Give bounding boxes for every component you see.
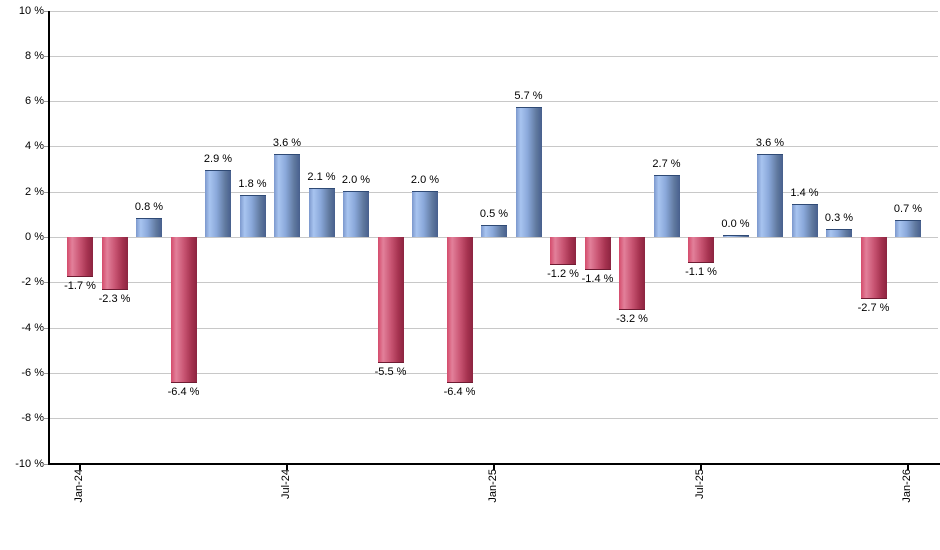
y-axis-tick xyxy=(43,237,48,238)
gridline xyxy=(50,328,938,329)
bar-value-label: 2.0 % xyxy=(410,174,440,186)
bar xyxy=(792,204,818,237)
y-axis-tick-label: -8 % xyxy=(21,412,44,424)
x-axis-tick-label: Jan-26 xyxy=(901,469,913,503)
bar xyxy=(67,237,93,277)
bar xyxy=(585,237,611,270)
bar-value-label: 0.8 % xyxy=(134,201,164,213)
bar-value-label: 1.8 % xyxy=(238,178,267,190)
bar xyxy=(619,237,645,310)
bar-value-label: 1.4 % xyxy=(790,187,819,199)
bar xyxy=(447,237,473,383)
bar xyxy=(171,237,197,383)
y-axis-tick-label: 10 % xyxy=(18,5,44,17)
y-axis-tick-label: -2 % xyxy=(21,276,44,288)
bar xyxy=(895,220,921,237)
gridline xyxy=(50,11,938,12)
bar-value-label: -2.7 % xyxy=(857,302,890,314)
x-axis-tick-label: Jan-25 xyxy=(487,469,499,503)
y-axis-tick-label: 6 % xyxy=(25,95,44,107)
x-axis-tick-label: Jul-24 xyxy=(280,469,292,499)
x-axis-tick-label: Jan-24 xyxy=(73,469,85,503)
y-axis-tick xyxy=(43,11,48,12)
y-axis-tick xyxy=(43,282,48,283)
bar xyxy=(205,170,231,237)
y-axis-tick-label: 4 % xyxy=(25,140,44,152)
y-axis-tick xyxy=(43,328,48,329)
y-axis-tick-label: -6 % xyxy=(21,367,44,379)
bar-value-label: -2.3 % xyxy=(98,293,131,305)
bar-value-label: -6.4 % xyxy=(443,386,476,398)
bar xyxy=(274,154,300,237)
bar-value-label: -1.1 % xyxy=(685,266,717,278)
bar-value-label: 2.9 % xyxy=(203,153,233,165)
y-axis-tick xyxy=(43,464,48,465)
gridline xyxy=(50,373,938,374)
gridline xyxy=(50,282,938,283)
bar xyxy=(412,191,438,237)
bar-value-label: -3.2 % xyxy=(616,313,648,325)
gridline xyxy=(50,146,938,147)
bar xyxy=(481,225,507,237)
bar-value-label: -6.4 % xyxy=(167,386,200,398)
bar-value-label: 3.6 % xyxy=(272,137,302,149)
gridline xyxy=(50,237,938,238)
bar xyxy=(550,237,576,265)
y-axis-tick xyxy=(43,101,48,102)
y-axis-tick-label: 0 % xyxy=(25,231,44,243)
bar-value-label: 2.0 % xyxy=(341,174,371,186)
bar xyxy=(309,188,335,237)
x-axis-tick xyxy=(700,463,702,470)
gridline xyxy=(50,418,938,419)
bar xyxy=(723,235,749,237)
x-axis-tick-label: Jul-25 xyxy=(694,469,706,499)
gridline xyxy=(50,56,938,57)
bar xyxy=(654,175,680,237)
gridline xyxy=(50,101,938,102)
bar-value-label: 0.0 % xyxy=(721,218,750,230)
bar xyxy=(826,229,852,237)
bar-value-label: 2.7 % xyxy=(652,158,681,170)
y-axis-tick xyxy=(43,373,48,374)
bar-value-label: 0.5 % xyxy=(479,208,509,220)
bar xyxy=(688,237,714,263)
y-axis-tick-label: 2 % xyxy=(25,186,44,198)
bar-value-label: -5.5 % xyxy=(374,366,407,378)
y-axis-line xyxy=(48,11,50,465)
y-axis-tick xyxy=(43,146,48,147)
y-axis-tick-label: 8 % xyxy=(25,50,44,62)
x-axis-tick xyxy=(286,463,288,470)
y-axis-tick-label: -4 % xyxy=(21,322,44,334)
bar xyxy=(343,191,369,237)
gridline xyxy=(50,192,938,193)
bar-value-label: 0.7 % xyxy=(893,203,923,215)
bar xyxy=(240,195,266,237)
bar-value-label: -1.2 % xyxy=(547,268,579,280)
y-axis-tick xyxy=(43,418,48,419)
bar-value-label: 5.7 % xyxy=(514,90,543,102)
x-axis-tick xyxy=(79,463,81,470)
bar-value-label: 3.6 % xyxy=(755,137,785,149)
bar-value-label: 2.1 % xyxy=(307,171,336,183)
x-axis-tick xyxy=(493,463,495,470)
y-axis-tick xyxy=(43,56,48,57)
bar xyxy=(102,237,128,290)
bar-value-label: -1.7 % xyxy=(64,280,96,292)
bar xyxy=(378,237,404,363)
bar xyxy=(757,154,783,237)
bar xyxy=(136,218,162,237)
y-axis-tick-label: -10 % xyxy=(15,458,44,470)
x-axis-tick xyxy=(907,463,909,470)
bar-value-label: 0.3 % xyxy=(824,212,854,224)
y-axis-tick xyxy=(43,192,48,193)
bar-value-label: -1.4 % xyxy=(581,273,614,285)
bar xyxy=(516,107,542,237)
bar xyxy=(861,237,887,299)
